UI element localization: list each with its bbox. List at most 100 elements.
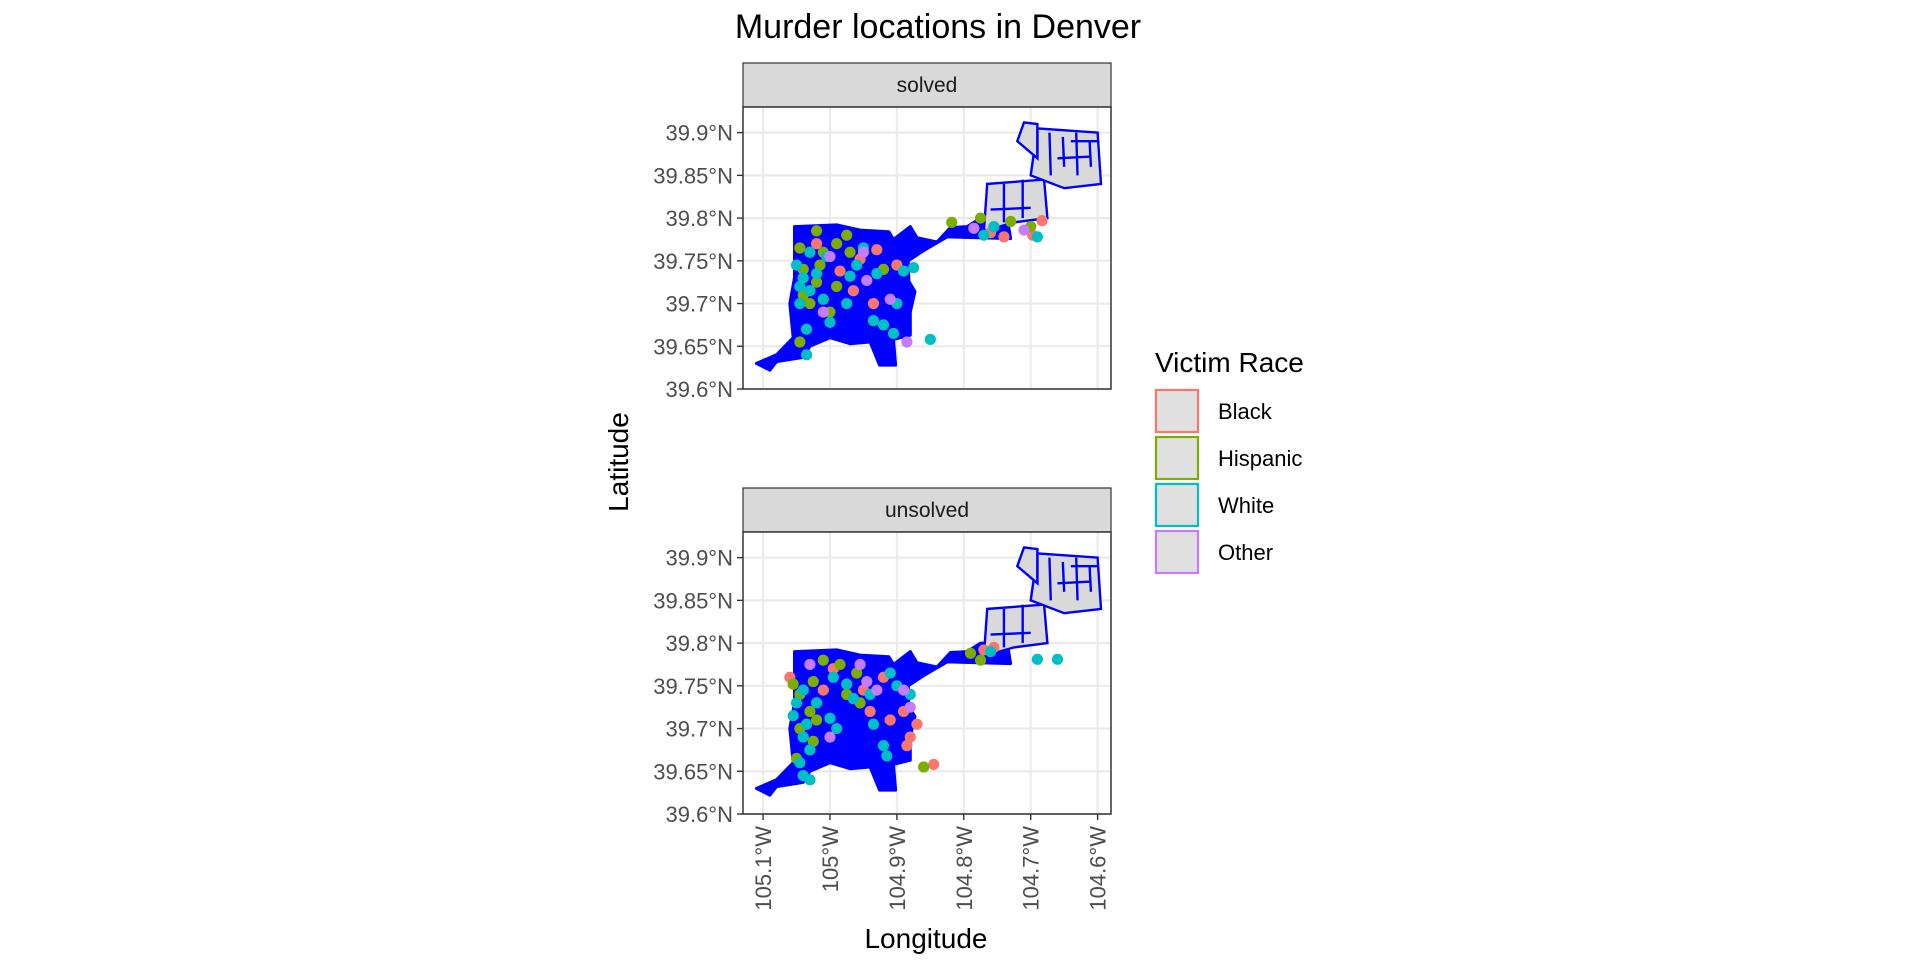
legend-label: Other xyxy=(1218,540,1273,565)
murder-point xyxy=(817,684,829,696)
facet-strip-label: solved xyxy=(897,74,958,97)
murder-point xyxy=(867,315,880,327)
murder-point xyxy=(908,262,920,274)
legend-item-white: White xyxy=(1154,482,1274,528)
murder-point xyxy=(811,238,823,250)
denver-map xyxy=(754,546,1103,797)
y-tick-label: 39.6°N xyxy=(665,802,733,827)
murder-point xyxy=(797,731,809,743)
murder-point xyxy=(827,671,839,683)
murder-point xyxy=(787,710,799,722)
murder-point xyxy=(884,293,896,305)
murder-point xyxy=(904,731,916,743)
murder-point xyxy=(817,293,829,305)
y-tick-label: 39.75°N xyxy=(653,249,733,274)
tract-boundary xyxy=(1061,561,1066,592)
tract-boundary xyxy=(1048,557,1052,601)
murder-point xyxy=(1018,224,1030,236)
murder-point xyxy=(884,714,896,726)
legend-key xyxy=(1154,388,1200,434)
tract-boundary xyxy=(1057,155,1091,160)
panel-border xyxy=(742,531,1112,815)
murder-point xyxy=(844,270,856,282)
murder-point xyxy=(871,244,883,256)
murder-point xyxy=(841,229,853,241)
murder-point xyxy=(797,684,809,696)
murder-point xyxy=(851,667,863,679)
murder-point xyxy=(824,316,836,328)
panel-border xyxy=(742,106,1112,390)
murder-point xyxy=(794,336,806,348)
murder-point xyxy=(811,697,823,709)
murder-point xyxy=(790,697,803,709)
murder-point xyxy=(811,268,823,280)
tract-boundary xyxy=(1057,580,1091,585)
murder-point xyxy=(974,212,987,224)
murder-point xyxy=(824,731,836,743)
y-tick-label: 39.9°N xyxy=(665,546,733,571)
murder-point xyxy=(861,675,873,688)
murder-point xyxy=(928,758,940,771)
legend-item-other: Other xyxy=(1154,529,1273,575)
murder-point xyxy=(804,744,816,756)
murder-point xyxy=(1031,653,1043,665)
murder-point xyxy=(1005,215,1017,228)
murder-point xyxy=(804,774,816,786)
murder-point xyxy=(871,268,883,280)
murder-point xyxy=(804,246,816,258)
murder-point xyxy=(998,231,1010,243)
y-tick-label: 39.65°N xyxy=(653,334,733,359)
tract-boundary xyxy=(990,631,1031,636)
legend-item-hispanic: Hispanic xyxy=(1154,435,1302,481)
murder-point xyxy=(804,705,816,718)
murder-point xyxy=(901,336,913,348)
y-tick-label: 39.8°N xyxy=(665,206,733,231)
airport-area xyxy=(982,603,1049,658)
murder-point xyxy=(847,285,860,297)
legend-key xyxy=(1154,435,1200,481)
x-tick-label: 104.7°W xyxy=(1019,826,1044,911)
murder-point xyxy=(984,646,997,658)
y-tick-label: 39.9°N xyxy=(665,121,733,146)
murder-point xyxy=(824,712,836,724)
murder-point xyxy=(877,319,890,331)
murder-point xyxy=(871,684,883,696)
panel-solved: solved 39.6°N 39.65°N 39.7°N 39.75°N 39.8°N 39… xyxy=(653,62,1112,402)
murder-point xyxy=(877,740,890,752)
murder-point xyxy=(964,647,977,659)
murder-point xyxy=(847,693,860,705)
tract-boundary xyxy=(1088,566,1093,592)
murder-point xyxy=(790,259,803,271)
murder-point xyxy=(800,718,813,730)
murder-point xyxy=(854,658,866,671)
murder-point xyxy=(924,333,936,346)
x-tick-label: 105°W xyxy=(818,826,843,893)
murder-point xyxy=(831,238,843,250)
murder-point xyxy=(968,222,980,234)
murder-point xyxy=(794,242,806,254)
murder-point xyxy=(800,323,813,335)
tract-boundary xyxy=(1088,141,1093,167)
murder-point xyxy=(897,265,910,277)
murder-point xyxy=(841,297,853,310)
murder-point xyxy=(831,280,843,293)
facet-strip-label: unsolved xyxy=(885,499,969,522)
murder-point xyxy=(857,246,870,258)
murder-point xyxy=(804,297,816,310)
murder-point xyxy=(831,722,843,735)
murder-point xyxy=(1031,231,1043,243)
murder-point xyxy=(817,654,829,666)
murder-point xyxy=(804,658,816,671)
y-tick-label: 39.8°N xyxy=(665,631,733,656)
murder-point xyxy=(807,675,819,688)
legend-item-black: Black xyxy=(1154,388,1273,434)
murder-point xyxy=(851,259,863,271)
facet-strip xyxy=(742,62,1112,108)
murder-point xyxy=(946,216,958,228)
y-tick-label: 39.85°N xyxy=(653,588,733,613)
murder-point xyxy=(1036,215,1048,227)
chart-title: Murder locations in Denver xyxy=(735,8,1141,46)
tract-boundary xyxy=(1048,132,1052,176)
tract-boundary xyxy=(1075,557,1079,601)
y-tick-label: 39.65°N xyxy=(653,759,733,784)
